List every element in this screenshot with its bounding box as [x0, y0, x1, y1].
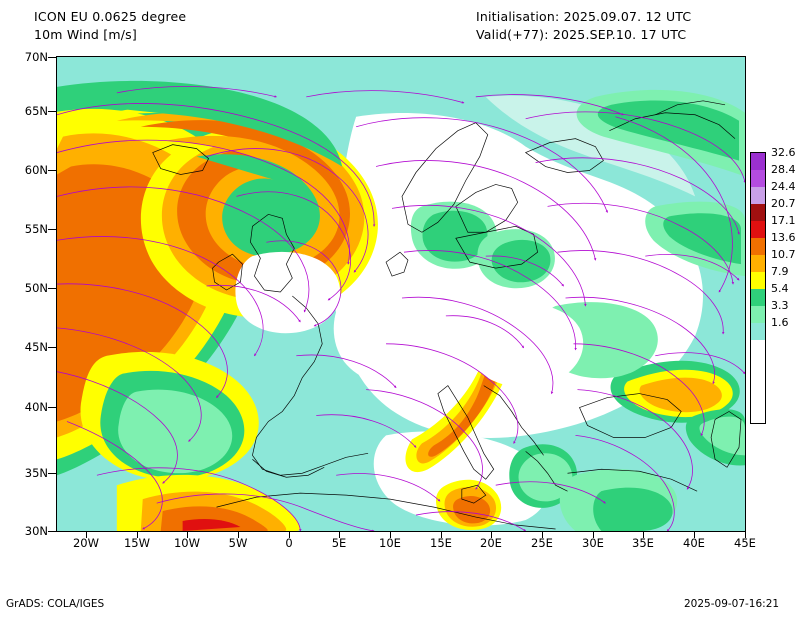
lat-tick-45N: [48, 347, 56, 348]
lon-tick-40E: [694, 532, 695, 538]
lat-tick-40N: [48, 407, 56, 408]
lon-tick-15W: [137, 532, 138, 538]
lon-label-0: 0: [285, 536, 293, 550]
colorbar-label-13.6: 13.6: [771, 231, 796, 244]
lon-tick-20E: [491, 532, 492, 538]
lon-label-25E: 25E: [531, 536, 553, 550]
colorbar-segment-17.1: 17.1: [751, 214, 796, 238]
lon-tick-15E: [441, 532, 442, 538]
lat-label-70N: 70N: [24, 50, 48, 64]
lon-label-15E: 15E: [430, 536, 452, 550]
colorbar-segment-24.4: 24.4: [751, 180, 796, 204]
colorbar-segment-10.7: 10.7: [751, 248, 796, 272]
lon-tick-35E: [643, 532, 644, 538]
colorbar-segment-28.4: 28.4: [751, 163, 796, 187]
lon-label-30E: 30E: [582, 536, 604, 550]
colorbar: 32.6 28.4 24.4 20.7 17.1 13.6 10.7 7.9 5…: [750, 146, 796, 424]
lat-tick-50N: [48, 288, 56, 289]
lon-label-20W: 20W: [72, 536, 99, 550]
lon-label-10E: 10E: [379, 536, 401, 550]
colorbar-label-1.6: 1.6: [771, 316, 789, 329]
wind-streamlines: [57, 86, 745, 531]
colorbar-label-5.4: 5.4: [771, 282, 789, 295]
colorbar-label-28.4: 28.4: [771, 163, 796, 176]
colorbar-label-17.1: 17.1: [771, 214, 796, 227]
colorbar-label-10.7: 10.7: [771, 248, 796, 261]
lon-label-40E: 40E: [683, 536, 705, 550]
map-canvas: [57, 57, 745, 531]
initialisation-label: Initialisation: 2025.09.07. 12 UTC: [476, 9, 692, 24]
colorbar-segment-13.6: 13.6: [751, 231, 796, 255]
valid-time-label: Valid(+77): 2025.SEP.10. 17 UTC: [476, 27, 687, 42]
lon-label-5E: 5E: [331, 536, 347, 550]
model-name: ICON EU 0.0625 degree: [34, 9, 187, 24]
lon-tick-10W: [187, 532, 188, 538]
colorbar-segment-5.4: 5.4: [751, 282, 789, 306]
lon-tick-0: [289, 532, 290, 538]
colorbar-segment-1.6: 1.6: [751, 316, 789, 340]
lat-label-60N: 60N: [24, 163, 48, 177]
lat-tick-55N: [48, 229, 56, 230]
lon-tick-30E: [593, 532, 594, 538]
timestamp-label: 2025-09-07-16:21: [684, 598, 780, 610]
lat-tick-65N: [48, 111, 56, 112]
lon-tick-25E: [542, 532, 543, 538]
lon-tick-20W: [86, 532, 87, 538]
variable-name: 10m Wind [m/s]: [34, 27, 137, 42]
colorbar-segment-3.3: 3.3: [751, 299, 789, 323]
colorbar-segment-lowest: [751, 340, 765, 357]
colorbar-segment-20.7: 20.7: [751, 197, 796, 221]
lon-tick-5W: [238, 532, 239, 538]
lon-label-45E: 45E: [734, 536, 756, 550]
lon-tick-5E: [339, 532, 340, 538]
lon-label-35E: 35E: [632, 536, 654, 550]
lon-label-10W: 10W: [173, 536, 200, 550]
colorbar-segment-32.6: 32.6: [751, 146, 796, 170]
lat-tick-70N: [48, 57, 56, 58]
lat-tick-60N: [48, 170, 56, 171]
colorbar-label-20.7: 20.7: [771, 197, 796, 210]
lat-label-50N: 50N: [24, 281, 48, 295]
lat-label-65N: 65N: [24, 104, 48, 118]
lat-tick-35N: [48, 473, 56, 474]
colorbar-label-32.6: 32.6: [771, 146, 796, 159]
lat-tick-30N: [48, 531, 56, 532]
lon-label-20E: 20E: [480, 536, 502, 550]
run-info-block: Initialisation: 2025.09.07. 12 UTC Valid…: [476, 8, 691, 44]
lon-tick-10E: [390, 532, 391, 538]
lon-label-15W: 15W: [123, 536, 150, 550]
lat-label-45N: 45N: [24, 340, 48, 354]
lon-label-5W: 5W: [228, 536, 248, 550]
lat-label-35N: 35N: [24, 466, 48, 480]
lon-tick-45E: [745, 532, 746, 538]
lat-label-55N: 55N: [24, 222, 48, 236]
map-plot-area[interactable]: [56, 56, 746, 532]
credit-label: GrADS: COLA/IGES: [6, 598, 105, 610]
lat-label-30N: 30N: [24, 524, 48, 538]
colorbar-label-7.9: 7.9: [771, 265, 789, 278]
model-title-block: ICON EU 0.0625 degree 10m Wind [m/s]: [34, 8, 186, 44]
colorbar-segment-7.9: 7.9: [751, 265, 789, 289]
colorbar-label-24.4: 24.4: [771, 180, 796, 193]
lat-label-40N: 40N: [24, 400, 48, 414]
colorbar-label-3.3: 3.3: [771, 299, 789, 312]
